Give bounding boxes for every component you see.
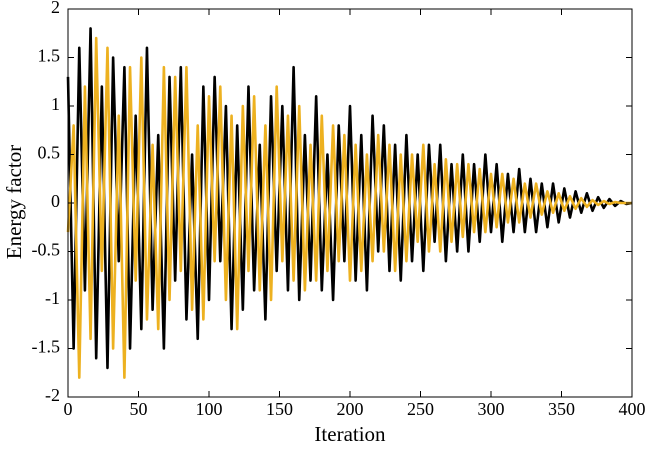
- plot-frame: [67, 8, 633, 398]
- x-tick-label: 200: [337, 399, 364, 419]
- y-tick-label: -1.5: [32, 337, 61, 357]
- y-axis-label: Energy factor: [2, 145, 26, 259]
- x-tick-label: 150: [266, 399, 293, 419]
- series-line: [66, 36, 632, 379]
- x-tick-label: 250: [407, 399, 434, 419]
- y-tick-label: 0: [51, 191, 60, 211]
- x-axis-label: Iteration: [314, 422, 386, 446]
- y-tick-label: -2: [45, 385, 60, 405]
- y-tick-label: 1.5: [38, 46, 61, 66]
- x-tick-label: 50: [130, 399, 148, 419]
- x-tick-label: 400: [619, 399, 646, 419]
- x-tick-label: 0: [64, 399, 73, 419]
- x-tick-label: 100: [196, 399, 223, 419]
- y-tick-label: 1: [51, 94, 60, 114]
- y-tick-label: 2: [51, 0, 60, 17]
- y-tick-label: -0.5: [32, 240, 61, 260]
- y-tick-label: -1: [45, 288, 60, 308]
- x-tick-label: 300: [478, 399, 505, 419]
- x-tick-label: 350: [548, 399, 575, 419]
- series-line: [66, 27, 633, 370]
- y-tick-label: 0.5: [38, 143, 61, 163]
